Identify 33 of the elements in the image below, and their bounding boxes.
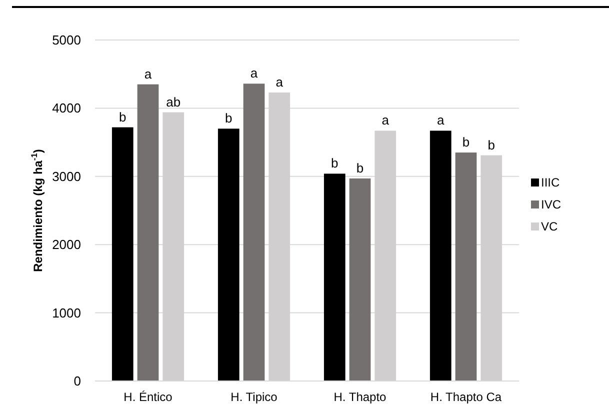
bar xyxy=(455,152,477,381)
y-tick-label: 4000 xyxy=(52,100,81,116)
data-label: a xyxy=(276,74,284,90)
y-tick-label: 3000 xyxy=(52,168,81,184)
legend-label: VC xyxy=(541,220,558,234)
bar xyxy=(430,130,452,381)
legend-label: IIIC xyxy=(541,176,560,190)
bar xyxy=(243,84,265,381)
data-label: a xyxy=(437,112,446,128)
data-label: b xyxy=(488,137,495,152)
x-tick-label: H. Éntico xyxy=(124,390,173,404)
data-label: b xyxy=(331,156,338,171)
data-label: b xyxy=(356,160,364,176)
y-tick-label: 1000 xyxy=(52,305,81,320)
data-label: b xyxy=(119,109,126,124)
data-label: b xyxy=(462,134,470,150)
y-tick-label: 2000 xyxy=(52,237,81,252)
data-label: a xyxy=(250,66,258,81)
data-label: a xyxy=(382,112,390,128)
bar xyxy=(218,128,240,381)
bar xyxy=(349,178,371,381)
x-tick-label: H. Thapto Ca xyxy=(430,390,502,404)
x-tick-label: H. Thapto xyxy=(334,390,387,404)
bar xyxy=(137,84,159,381)
bar xyxy=(112,127,134,381)
bar xyxy=(324,174,346,381)
data-label: ab xyxy=(166,94,181,110)
y-tick-label: 5000 xyxy=(52,32,81,48)
data-label: a xyxy=(144,66,152,82)
legend-label: IVC xyxy=(541,198,562,212)
data-label: b xyxy=(225,110,232,126)
y-tick-label: 0 xyxy=(74,374,81,388)
x-tick-label: H. Tipico xyxy=(230,390,278,404)
